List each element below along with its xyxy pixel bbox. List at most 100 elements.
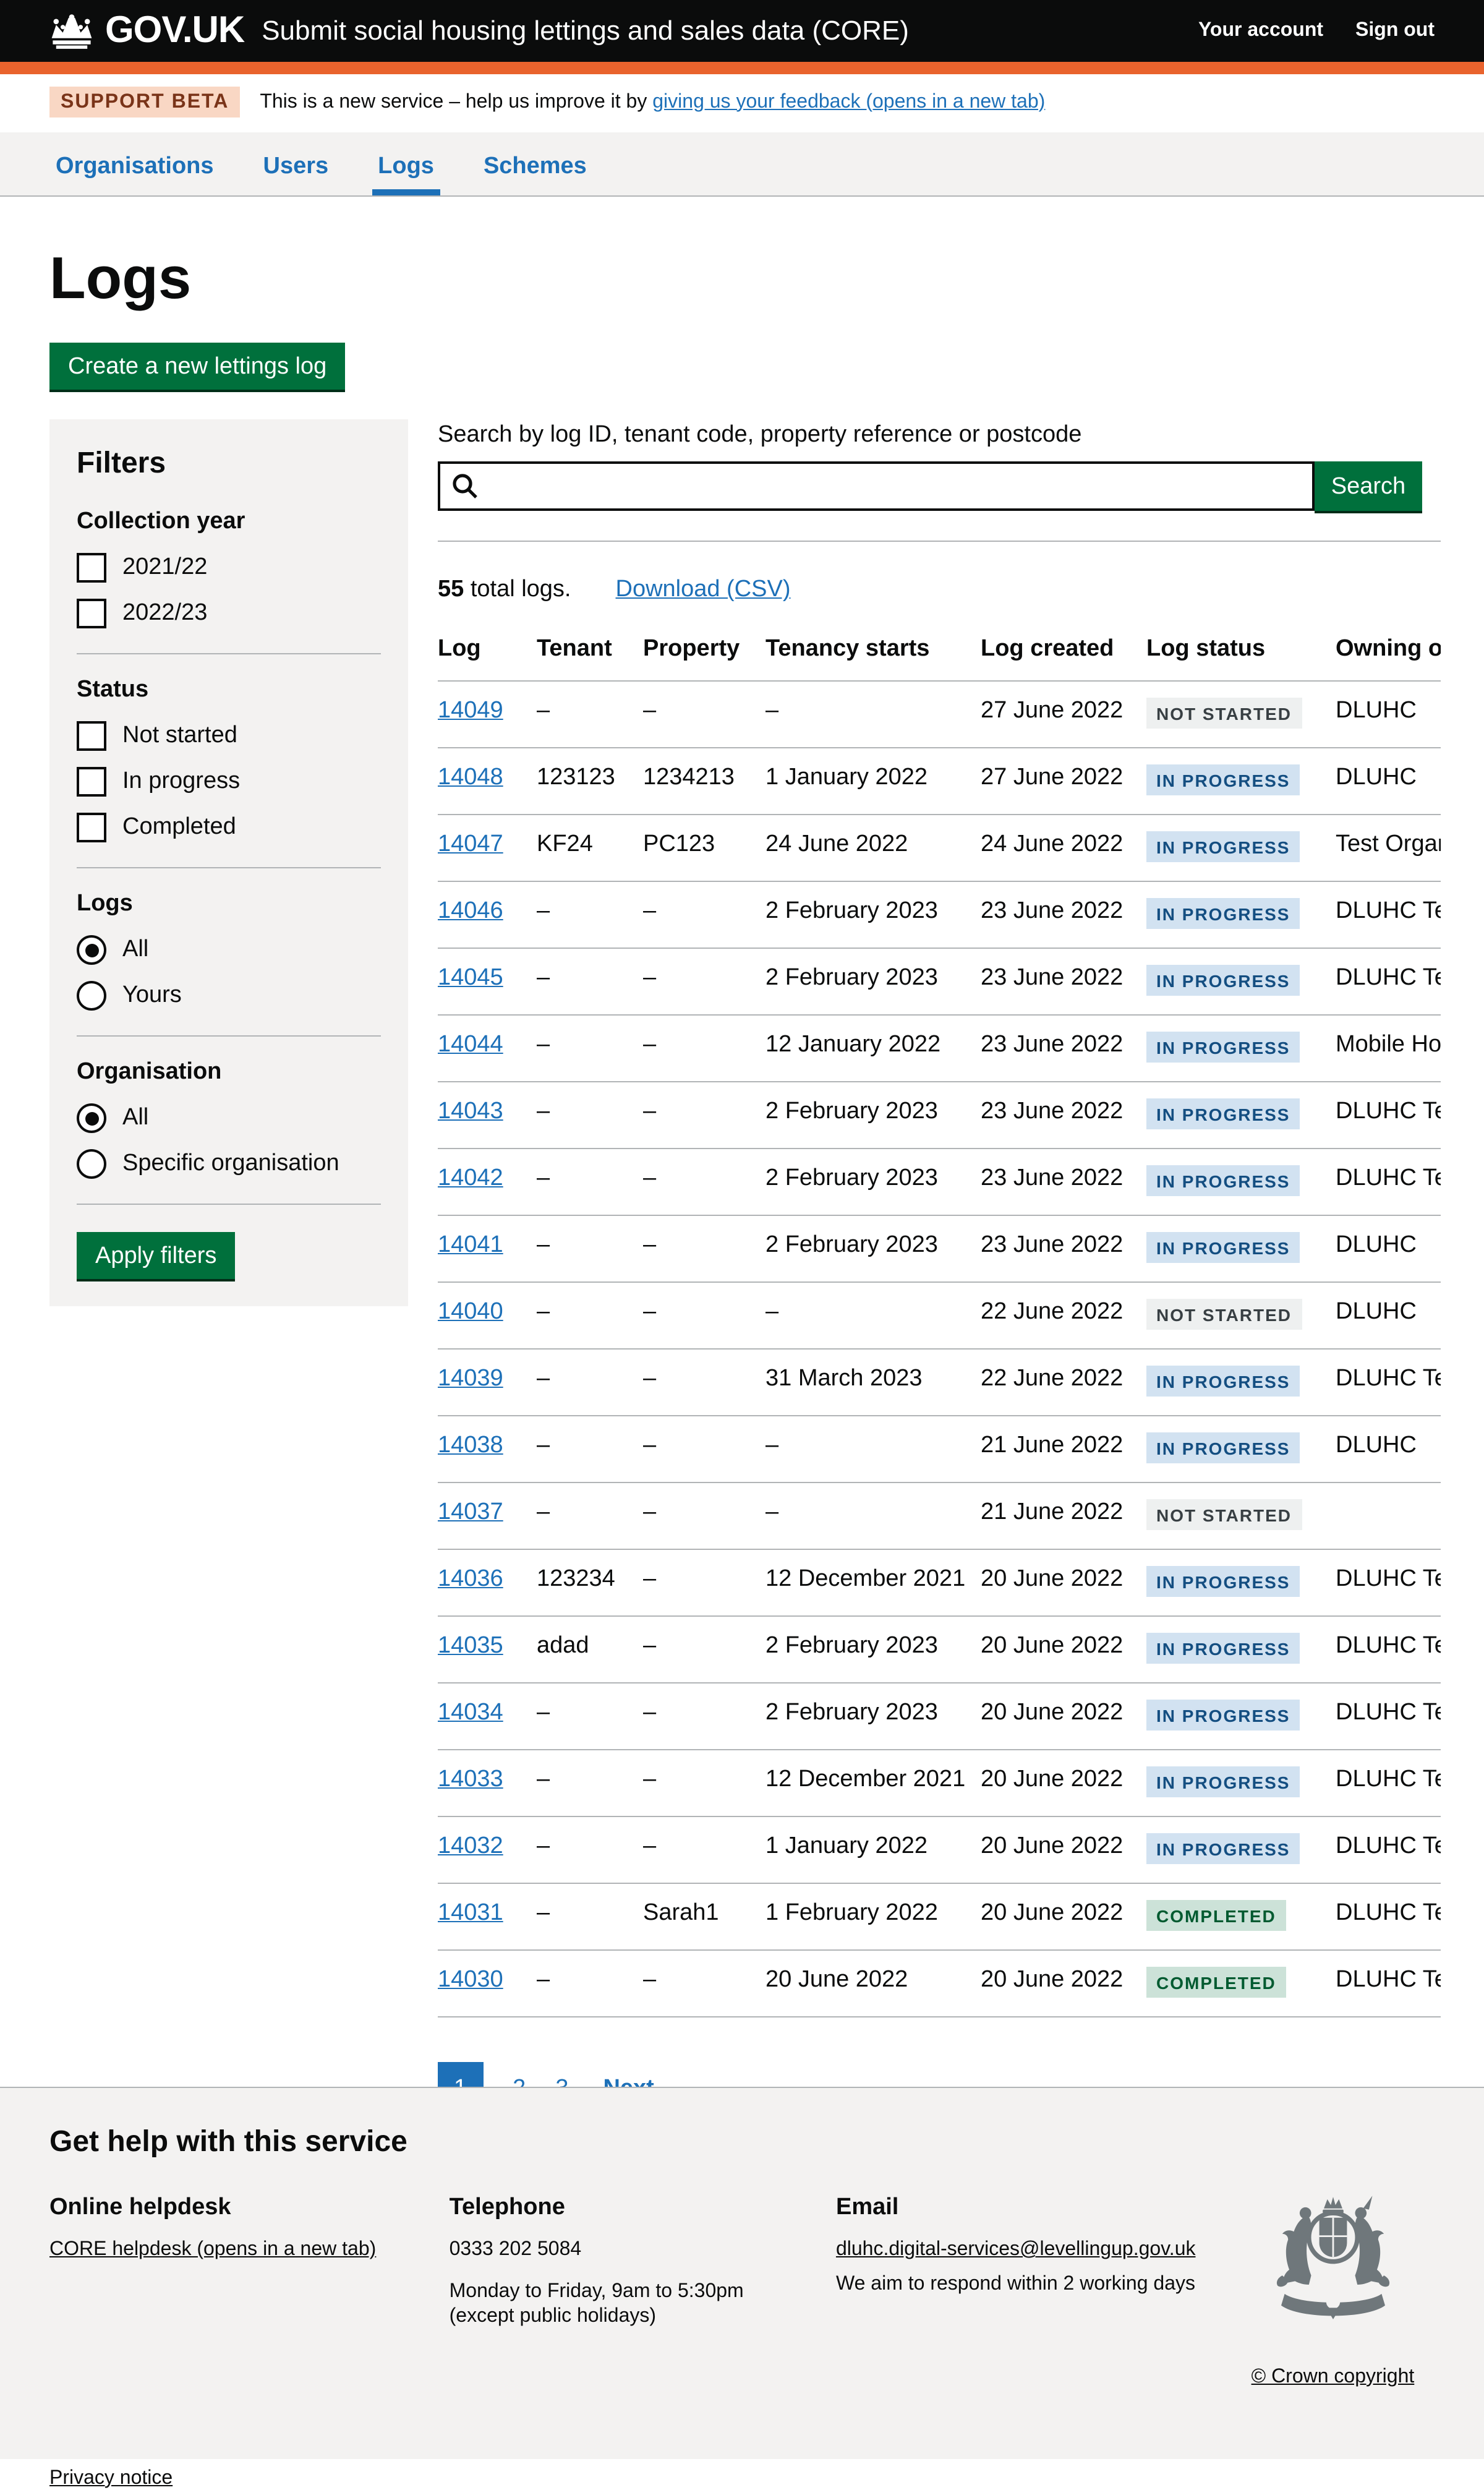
privacy-notice-link[interactable]: Privacy notice (49, 2468, 173, 2489)
cell-tenancy-starts: 12 January 2022 (765, 1015, 981, 1082)
checkbox-2021-22[interactable]: 2021/22 (77, 553, 381, 583)
cell-property: – (643, 1015, 765, 1082)
log-id-link[interactable]: 14034 (438, 1700, 503, 1726)
logs-table: Log Tenant Property Tenancy starts Log c… (438, 636, 1441, 2017)
cell-tenancy-starts: 1 January 2022 (765, 748, 981, 815)
cell-log-created: 27 June 2022 (981, 681, 1146, 748)
create-lettings-log-button[interactable]: Create a new lettings log (49, 343, 346, 390)
log-id-link[interactable]: 14048 (438, 764, 503, 790)
status-badge: COMPLETED (1146, 1900, 1286, 1931)
log-id-link[interactable]: 14042 (438, 1165, 503, 1191)
radio-logs-yours[interactable]: Yours (77, 981, 381, 1011)
cell-property: – (643, 1549, 765, 1617)
log-id-link[interactable]: 14046 (438, 898, 503, 924)
col-header-tenancy-starts: Tenancy starts (765, 636, 981, 682)
search-button[interactable]: Search (1315, 461, 1422, 511)
log-id-link[interactable]: 14040 (438, 1299, 503, 1325)
cell-tenant: – (537, 1282, 643, 1350)
filters-panel: Filters Collection year 2021/22 2022/23 … (49, 419, 408, 1306)
log-id-link[interactable]: 14035 (438, 1633, 503, 1659)
checkbox-box[interactable] (77, 721, 106, 751)
phase-banner-text-before: This is a new service – help us improve … (260, 91, 653, 112)
crown-copyright-link[interactable]: © Crown copyright (1251, 2366, 1415, 2387)
checkbox-box[interactable] (77, 599, 106, 628)
log-id-link[interactable]: 14047 (438, 831, 503, 857)
support-beta-tag: SUPPORT BETA (49, 87, 241, 118)
status-badge: IN PROGRESS (1146, 764, 1300, 795)
radio-logs-all[interactable]: All (77, 935, 381, 965)
col-header-log-created: Log created (981, 636, 1146, 682)
checkbox-not-started[interactable]: Not started (77, 721, 381, 751)
cell-property: – (643, 948, 765, 1016)
cell-property: – (643, 1416, 765, 1483)
nav-item-organisations[interactable]: Organisations (56, 153, 214, 179)
feedback-link[interactable]: giving us your feedback (opens in a new … (652, 91, 1046, 112)
nav-item-schemes[interactable]: Schemes (483, 153, 587, 179)
cell-owning-organisation: DLUHC Test (1336, 881, 1441, 949)
cell-log-status: IN PROGRESS (1146, 1149, 1336, 1216)
status-badge: IN PROGRESS (1146, 1633, 1300, 1664)
checkbox-in-progress[interactable]: In progress (77, 767, 381, 797)
col-header-tenant: Tenant (537, 636, 643, 682)
table-header-row: Log Tenant Property Tenancy starts Log c… (438, 636, 1441, 682)
cell-tenancy-starts: – (765, 1416, 981, 1483)
footer-telephone-column: Telephone 0333 202 5084 Monday to Friday… (450, 2194, 836, 2389)
radio-label: All (122, 1105, 149, 1131)
cell-log-status: IN PROGRESS (1146, 881, 1336, 949)
log-id-link[interactable]: 14031 (438, 1900, 503, 1926)
radio-button[interactable] (77, 1103, 106, 1133)
cell-property: – (643, 881, 765, 949)
download-csv-link[interactable]: Download (CSV) (615, 576, 791, 602)
log-id-link[interactable]: 14043 (438, 1098, 503, 1124)
cell-property: – (643, 1683, 765, 1750)
log-id-link[interactable]: 14037 (438, 1499, 503, 1525)
cell-log-status: COMPLETED (1146, 1950, 1336, 2017)
sign-out-link[interactable]: Sign out (1355, 20, 1435, 41)
email-link[interactable]: dluhc.digital-services@levellingup.gov.u… (835, 2239, 1196, 2260)
cell-log-status: IN PROGRESS (1146, 948, 1336, 1016)
cell-log-created: 27 June 2022 (981, 748, 1146, 815)
cell-property: – (643, 1349, 765, 1416)
your-account-link[interactable]: Your account (1198, 20, 1324, 41)
log-id-link[interactable]: 14030 (438, 1967, 503, 1993)
log-id-link[interactable]: 14041 (438, 1232, 503, 1258)
search-input[interactable] (438, 461, 1315, 511)
cell-tenancy-starts: – (765, 1482, 981, 1550)
cell-tenant: – (537, 948, 643, 1016)
cell-log-created: 23 June 2022 (981, 1015, 1146, 1082)
log-id-link[interactable]: 14049 (438, 698, 503, 724)
nav-item-users[interactable]: Users (263, 153, 329, 179)
checkbox-box[interactable] (77, 767, 106, 797)
cell-log-status: IN PROGRESS (1146, 815, 1336, 882)
checkbox-box[interactable] (77, 553, 106, 583)
core-helpdesk-link[interactable]: CORE helpdesk (opens in a new tab) (49, 2239, 377, 2260)
status-badge: IN PROGRESS (1146, 965, 1300, 996)
telephone-heading: Telephone (449, 2194, 565, 2220)
cell-log-status: IN PROGRESS (1146, 1215, 1336, 1283)
apply-filters-button[interactable]: Apply filters (77, 1232, 236, 1279)
log-id-link[interactable]: 14039 (438, 1366, 503, 1392)
cell-tenant: – (537, 1349, 643, 1416)
radio-organisation-all[interactable]: All (77, 1103, 381, 1133)
log-id-link[interactable]: 14036 (438, 1566, 503, 1592)
radio-button[interactable] (77, 1149, 106, 1179)
checkbox-label: Not started (122, 722, 237, 748)
table-row: 14045 – – 2 February 2023 23 June 2022 I… (438, 948, 1441, 1016)
log-id-link[interactable]: 14044 (438, 1032, 503, 1058)
log-id-link[interactable]: 14045 (438, 965, 503, 991)
cell-log-created: 22 June 2022 (981, 1282, 1146, 1350)
status-badge: IN PROGRESS (1146, 1833, 1300, 1864)
radio-button[interactable] (77, 935, 106, 965)
phase-banner-text: This is a new service – help us improve … (260, 91, 1045, 113)
checkbox-completed[interactable]: Completed (77, 813, 381, 842)
log-id-link[interactable]: 14033 (438, 1766, 503, 1792)
log-id-link[interactable]: 14032 (438, 1833, 503, 1859)
cell-tenant: – (537, 881, 643, 949)
cell-owning-organisation: DLUHC Test (1336, 1082, 1441, 1149)
checkbox-2022-23[interactable]: 2022/23 (77, 599, 381, 628)
nav-item-logs[interactable]: Logs (372, 153, 440, 195)
log-id-link[interactable]: 14038 (438, 1432, 503, 1458)
radio-button[interactable] (77, 981, 106, 1011)
checkbox-box[interactable] (77, 813, 106, 842)
radio-organisation-specific[interactable]: Specific organisation (77, 1149, 381, 1179)
